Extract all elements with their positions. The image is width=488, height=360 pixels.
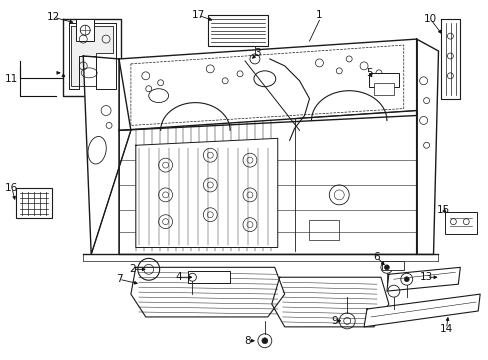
Text: 16: 16 (5, 183, 19, 193)
Text: 11: 11 (5, 74, 19, 84)
Polygon shape (131, 267, 284, 317)
Bar (368, 73, 398, 87)
Text: 17: 17 (191, 10, 204, 20)
Polygon shape (441, 19, 459, 99)
Bar (16, 188, 51, 218)
Bar (208, 15, 267, 46)
Text: 5: 5 (365, 68, 371, 78)
Bar (381, 261, 403, 270)
Text: 4: 4 (175, 272, 182, 282)
Text: 10: 10 (423, 14, 436, 24)
Text: 6: 6 (373, 252, 380, 262)
Text: 1: 1 (315, 10, 322, 20)
Text: 15: 15 (436, 205, 449, 215)
Circle shape (404, 277, 408, 282)
Circle shape (262, 338, 267, 344)
Circle shape (384, 265, 388, 270)
Bar (445, 212, 476, 234)
Text: 14: 14 (439, 324, 452, 334)
Text: 3: 3 (254, 48, 261, 58)
Polygon shape (119, 39, 416, 130)
Polygon shape (364, 294, 479, 327)
Text: 8: 8 (244, 336, 251, 346)
Polygon shape (119, 111, 416, 255)
Text: 12: 12 (47, 12, 60, 22)
Polygon shape (83, 56, 131, 255)
Text: 2: 2 (129, 264, 136, 274)
Text: 13: 13 (419, 272, 432, 282)
Bar (309, 220, 339, 239)
Polygon shape (136, 138, 277, 247)
Text: 9: 9 (330, 316, 337, 326)
Polygon shape (416, 39, 438, 255)
Bar (188, 271, 230, 283)
Bar (373, 83, 393, 95)
Polygon shape (271, 277, 388, 327)
Polygon shape (71, 26, 113, 86)
Polygon shape (386, 267, 459, 291)
Text: 7: 7 (116, 274, 122, 284)
Bar (76, 19, 94, 41)
